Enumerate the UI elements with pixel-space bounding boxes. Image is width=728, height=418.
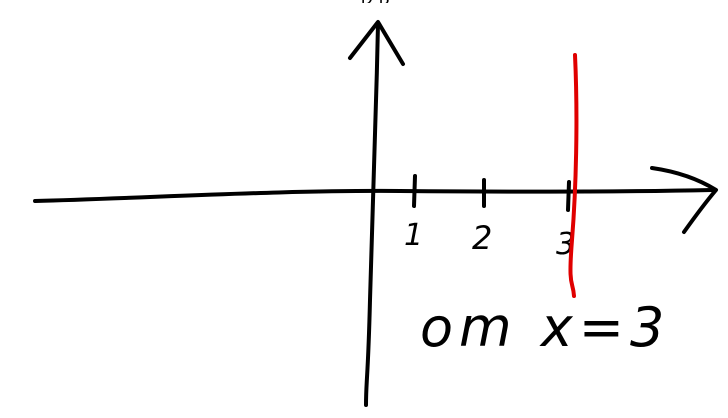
y-axis-arrowhead <box>348 20 405 66</box>
tick-label-1: 1 <box>404 218 423 253</box>
equation-text: om x=3 <box>420 296 670 359</box>
tick-label-2: 2 <box>472 219 492 257</box>
vertical-line-x-equals-3 <box>568 53 579 298</box>
y-axis-line <box>364 22 380 407</box>
x-axis-arrowhead <box>650 166 718 234</box>
top-cropped-text: D B <box>360 0 460 3</box>
x-axis-line <box>33 188 714 203</box>
tick-mark-1 <box>412 174 417 208</box>
tick-mark-3 <box>566 180 571 212</box>
